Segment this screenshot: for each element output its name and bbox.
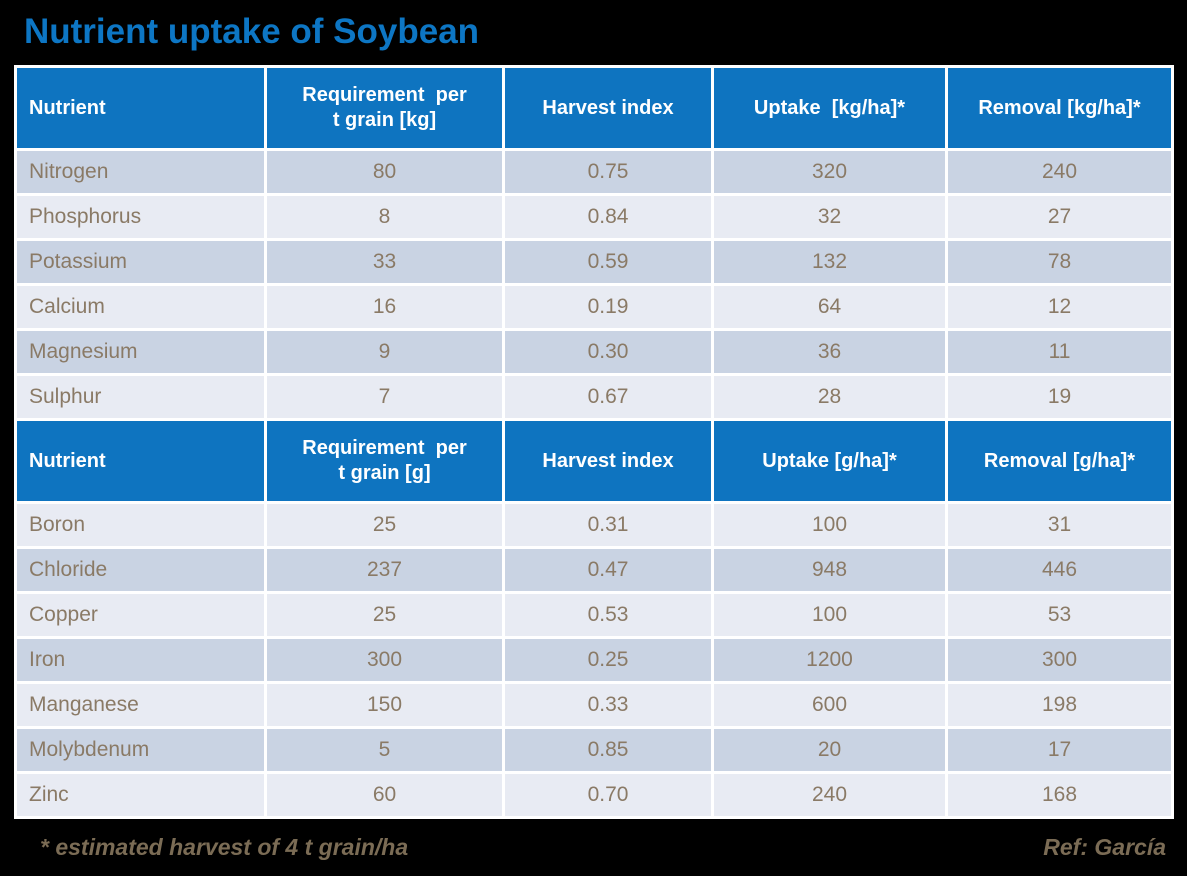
- nutrient-name-cell: Copper: [17, 594, 264, 636]
- value-cell: 0.84: [505, 196, 711, 238]
- column-header: Harvest index: [505, 421, 711, 501]
- value-cell: 9: [267, 331, 502, 373]
- header-row: Nutrient Requirement per t grain [g] Harve…: [17, 421, 1171, 501]
- value-cell: 240: [948, 151, 1171, 193]
- value-cell: 11: [948, 331, 1171, 373]
- column-header: Harvest index: [505, 68, 711, 148]
- table-row: Molybdenum 5 0.85 20 17: [17, 729, 1171, 771]
- value-cell: 28: [714, 376, 945, 418]
- value-cell: 0.85: [505, 729, 711, 771]
- value-cell: 0.33: [505, 684, 711, 726]
- value-cell: 27: [948, 196, 1171, 238]
- table-row: Iron 300 0.25 1200 300: [17, 639, 1171, 681]
- page-title: Nutrient uptake of Soybean: [24, 12, 480, 51]
- value-cell: 0.31: [505, 504, 711, 546]
- table-row: Calcium 16 0.19 64 12: [17, 286, 1171, 328]
- table-row: Potassium 33 0.59 132 78: [17, 241, 1171, 283]
- nutrient-name-cell: Magnesium: [17, 331, 264, 373]
- value-cell: 240: [714, 774, 945, 816]
- nutrient-name-cell: Potassium: [17, 241, 264, 283]
- value-cell: 5: [267, 729, 502, 771]
- macronutrient-header-row: Nutrient Requirement per t grain [kg] Harv…: [17, 68, 1171, 148]
- macronutrient-rows: Nitrogen 80 0.75 320 240 Phosphorus 8 0.84 32 27 P…: [17, 151, 1171, 418]
- value-cell: 33: [267, 241, 502, 283]
- column-header: Uptake [g/ha]*: [714, 421, 945, 501]
- value-cell: 7: [267, 376, 502, 418]
- column-header: Requirement per t grain [g]: [267, 421, 502, 501]
- value-cell: 198: [948, 684, 1171, 726]
- value-cell: 0.53: [505, 594, 711, 636]
- column-header: Removal [kg/ha]*: [948, 68, 1171, 148]
- table-row: Chloride 237 0.47 948 446: [17, 549, 1171, 591]
- value-cell: 100: [714, 594, 945, 636]
- value-cell: 0.25: [505, 639, 711, 681]
- column-header: Nutrient: [17, 421, 264, 501]
- value-cell: 17: [948, 729, 1171, 771]
- table-row: Magnesium 9 0.30 36 11: [17, 331, 1171, 373]
- value-cell: 150: [267, 684, 502, 726]
- footnote: * estimated harvest of 4 t grain/ha: [40, 834, 409, 860]
- value-cell: 53: [948, 594, 1171, 636]
- value-cell: 0.75: [505, 151, 711, 193]
- nutrient-name-cell: Manganese: [17, 684, 264, 726]
- table-row: Boron 25 0.31 100 31: [17, 504, 1171, 546]
- value-cell: 132: [714, 241, 945, 283]
- nutrient-name-cell: Iron: [17, 639, 264, 681]
- value-cell: 948: [714, 549, 945, 591]
- value-cell: 32: [714, 196, 945, 238]
- value-cell: 0.70: [505, 774, 711, 816]
- value-cell: 100: [714, 504, 945, 546]
- value-cell: 0.67: [505, 376, 711, 418]
- nutrient-name-cell: Molybdenum: [17, 729, 264, 771]
- table-row: Sulphur 7 0.67 28 19: [17, 376, 1171, 418]
- value-cell: 0.47: [505, 549, 711, 591]
- value-cell: 0.30: [505, 331, 711, 373]
- value-cell: 20: [714, 729, 945, 771]
- nutrient-name-cell: Sulphur: [17, 376, 264, 418]
- nutrient-name-cell: Phosphorus: [17, 196, 264, 238]
- value-cell: 80: [267, 151, 502, 193]
- column-header: Requirement per t grain [kg]: [267, 68, 502, 148]
- value-cell: 78: [948, 241, 1171, 283]
- value-cell: 16: [267, 286, 502, 328]
- value-cell: 168: [948, 774, 1171, 816]
- nutrient-name-cell: Boron: [17, 504, 264, 546]
- nutrient-name-cell: Chloride: [17, 549, 264, 591]
- nutrient-table: Nutrient Requirement per t grain [kg] Harv…: [14, 65, 1174, 819]
- value-cell: 12: [948, 286, 1171, 328]
- slide-footer: * estimated harvest of 4 t grain/ha Ref:…: [14, 834, 1174, 861]
- header-row: Nutrient Requirement per t grain [kg] Harv…: [17, 68, 1171, 148]
- nutrient-name-cell: Nitrogen: [17, 151, 264, 193]
- table-row: Copper 25 0.53 100 53: [17, 594, 1171, 636]
- value-cell: 36: [714, 331, 945, 373]
- value-cell: 1200: [714, 639, 945, 681]
- value-cell: 19: [948, 376, 1171, 418]
- value-cell: 237: [267, 549, 502, 591]
- value-cell: 64: [714, 286, 945, 328]
- value-cell: 600: [714, 684, 945, 726]
- micronutrient-rows: Boron 25 0.31 100 31 Chloride 237 0.47 948 446 Cop…: [17, 504, 1171, 816]
- table-row: Nitrogen 80 0.75 320 240: [17, 151, 1171, 193]
- reference: Ref: García: [1043, 834, 1166, 860]
- table-row: Phosphorus 8 0.84 32 27: [17, 196, 1171, 238]
- value-cell: 8: [267, 196, 502, 238]
- column-header: Removal [g/ha]*: [948, 421, 1171, 501]
- table-row: Zinc 60 0.70 240 168: [17, 774, 1171, 816]
- nutrient-name-cell: Calcium: [17, 286, 264, 328]
- value-cell: 0.59: [505, 241, 711, 283]
- column-header: Nutrient: [17, 68, 264, 148]
- value-cell: 446: [948, 549, 1171, 591]
- value-cell: 300: [948, 639, 1171, 681]
- nutrient-name-cell: Zinc: [17, 774, 264, 816]
- value-cell: 60: [267, 774, 502, 816]
- value-cell: 300: [267, 639, 502, 681]
- column-header: Uptake [kg/ha]*: [714, 68, 945, 148]
- micronutrient-header-row: Nutrient Requirement per t grain [g] Harve…: [17, 421, 1171, 501]
- table-row: Manganese 150 0.33 600 198: [17, 684, 1171, 726]
- value-cell: 0.19: [505, 286, 711, 328]
- value-cell: 31: [948, 504, 1171, 546]
- value-cell: 25: [267, 504, 502, 546]
- value-cell: 25: [267, 594, 502, 636]
- value-cell: 320: [714, 151, 945, 193]
